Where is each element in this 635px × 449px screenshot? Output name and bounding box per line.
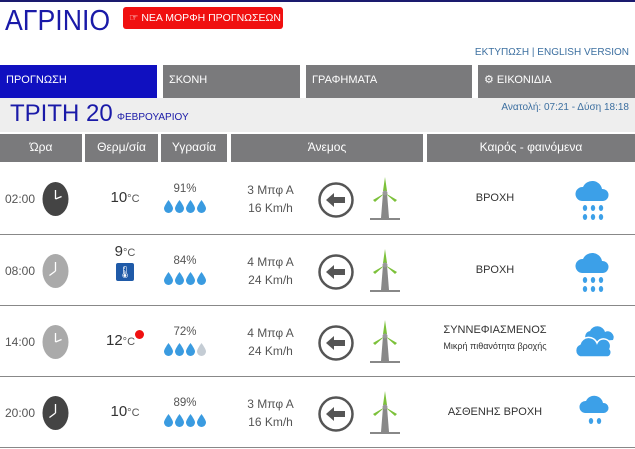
time-label: 02:00	[5, 192, 36, 206]
weather-phenomenon: ΒΡΟΧΗ	[475, 192, 515, 204]
wind-text: 3 Μπφ Α 16 Km/h	[233, 181, 308, 217]
col-header-wind: Άνεμος	[231, 134, 423, 162]
weather-description: ΒΡΟΧΗ	[425, 264, 565, 276]
humidity-value: 72%	[173, 325, 197, 338]
sunrise-sunset: Ανατολή: 07:21 - Δύση 18:18	[501, 102, 629, 113]
new-forecast-button[interactable]: ☞ ΝΕΑ ΜΟΡΦΗ ΠΡΟΓΝΩΣΕΩΝ	[123, 7, 283, 29]
top-links: ΕΚΤΥΠΩΣΗ | ENGLISH VERSION	[475, 47, 629, 58]
time-label: 14:00	[5, 334, 36, 349]
wind-turbine-icon	[370, 390, 400, 434]
weather-subtext: Μικρή πιθανότητα βροχής	[443, 340, 547, 351]
temperature-value: 9	[114, 243, 123, 260]
wind-direction-arrow-icon	[318, 324, 354, 361]
forecast-row: 08:00 9°C 🌡 84% 4 Μπφ Α 24 Km/h ΒΡΟΧΗ	[0, 235, 635, 306]
tab-forecast[interactable]: ΠΡΟΓΝΩΣΗ	[0, 65, 157, 98]
top-border	[0, 0, 635, 2]
humidity-drops-icon	[164, 413, 206, 427]
tab-label: ΠΡΟΓΝΩΣΗ	[6, 74, 67, 86]
clock-icon	[42, 182, 69, 216]
tab-dust[interactable]: ΣΚΟΝΗ	[163, 65, 300, 98]
temperature-value: 12	[105, 331, 123, 349]
weather-description: ΒΡΟΧΗ	[425, 192, 565, 204]
temperature-unit: °C	[123, 247, 136, 259]
page-title: ΑΓΡΙΝΙΟ	[5, 5, 111, 37]
humidity: 72%	[160, 326, 210, 360]
wind-beaufort: 3 Μπφ Α	[247, 183, 294, 197]
max-temp-dot-icon	[135, 329, 145, 339]
day-label: ΤΡΙΤΗ 20	[10, 100, 113, 127]
clock-icon	[42, 395, 69, 430]
col-header-weather: Καιρός - φαινόμενα	[427, 134, 635, 162]
humidity-drops-icon	[164, 200, 206, 213]
temperature-value: 10	[110, 402, 128, 420]
wind-turbine-icon	[370, 248, 400, 292]
humidity-value: 91%	[173, 183, 197, 195]
clock-icon	[42, 324, 69, 359]
tab-label: ΓΡΑΦΗΜΑΤΑ	[312, 74, 378, 86]
gear-icon: ⚙	[484, 74, 497, 86]
month-label: ΦΕΒΡΟΥΑΡΙΟΥ	[117, 112, 189, 123]
humidity: 91%	[160, 183, 210, 217]
rain-icon	[574, 177, 612, 228]
humidity-value: 89%	[173, 396, 197, 409]
english-version-link[interactable]: ENGLISH VERSION	[537, 47, 629, 58]
wind-text: 4 Μπφ Α 24 Km/h	[233, 324, 308, 360]
wind-turbine-icon	[370, 319, 400, 363]
wind-speed: 16 Km/h	[248, 201, 293, 215]
tab-icons[interactable]: ⚙ ΕΙΚΟΝΙΔΙΑ	[478, 65, 635, 98]
forecast-row: 02:00 10°C 91% 3 Μπφ Α 16 Km/h ΒΡΟΧΗ	[0, 163, 635, 235]
wind-beaufort: 3 Μπφ Α	[247, 396, 294, 411]
temperature: 10°C	[95, 403, 155, 420]
wind-direction-arrow-icon	[318, 182, 354, 218]
temperature-unit: °C	[122, 335, 136, 348]
tab-label: ΕΙΚΟΝΙΔΙΑ	[496, 74, 552, 86]
weather-description: ΑΣΘΕΝΗΣ ΒΡΟΧΗ	[425, 406, 565, 418]
tab-label: ΣΚΟΝΗ	[169, 74, 208, 86]
forecast-row: 14:00 12°C 72% 4 Μπφ Α 24 Km/h ΣΥΝΝΕΦΙΑΣΜ…	[0, 306, 635, 377]
weather-description: ΣΥΝΝΕΦΙΑΣΜΕΝΟΣ Μικρή πιθανότητα βροχής	[425, 324, 565, 351]
humidity: 84%	[160, 255, 210, 289]
time-label: 20:00	[5, 405, 36, 420]
temperature-unit: °C	[127, 193, 140, 205]
wind-turbine-icon	[370, 177, 400, 220]
temperature-value: 10	[110, 189, 128, 206]
wind-beaufort: 4 Μπφ Α	[247, 254, 294, 269]
wind-text: 3 Μπφ Α 16 Km/h	[233, 395, 308, 431]
temperature: 10°C	[95, 189, 155, 206]
col-header-humidity: Υγρασία	[161, 134, 227, 162]
link-separator: |	[529, 47, 538, 58]
weather-phenomenon: ΣΥΝΝΕΦΙΑΣΜΕΝΟΣ	[443, 323, 547, 336]
weather-phenomenon: ΒΡΟΧΗ	[475, 263, 515, 276]
weather-phenomenon: ΑΣΘΕΝΗΣ ΒΡΟΧΗ	[447, 405, 543, 418]
humidity: 89%	[160, 397, 210, 431]
print-link[interactable]: ΕΚΤΥΠΩΣΗ	[474, 47, 530, 58]
rain-icon	[574, 249, 612, 300]
tab-charts[interactable]: ΓΡΑΦΗΜΑΤΑ	[306, 65, 472, 98]
temperature: 9°C 🌡	[95, 243, 155, 281]
wind-direction-arrow-icon	[318, 253, 354, 290]
new-forecast-label: ΝΕΑ ΜΟΡΦΗ ΠΡΟΓΝΩΣΕΩΝ	[141, 12, 281, 24]
wind-speed: 24 Km/h	[248, 272, 293, 287]
wind-speed: 16 Km/h	[248, 414, 293, 429]
feels-like-icon[interactable]: 🌡	[116, 263, 134, 281]
clock-icon	[42, 253, 69, 288]
temperature-unit: °C	[127, 406, 140, 419]
wind-text: 4 Μπφ Α 24 Km/h	[233, 253, 308, 289]
wind-direction-arrow-icon	[318, 395, 354, 432]
cloudy-icon	[574, 324, 616, 365]
light-rain-icon	[578, 391, 612, 436]
humidity-drops-icon	[164, 271, 206, 285]
humidity-value: 84%	[173, 254, 197, 267]
forecast-row: 20:00 10°C 89% 3 Μπφ Α 16 Km/h ΑΣΘΕΝΗΣ ΒΡ…	[0, 377, 635, 448]
hand-pointer-icon: ☞	[129, 12, 142, 24]
time-label: 08:00	[5, 263, 36, 278]
date-bar: ΤΡΙΤΗ 20 ΦΕΒΡΟΥΑΡΙΟΥ Ανατολή: 07:21 - Δύ…	[0, 98, 635, 132]
wind-speed: 24 Km/h	[248, 343, 293, 358]
col-header-time: Ώρα	[0, 134, 82, 162]
temperature: 12°C	[95, 329, 155, 349]
humidity-drops-icon	[164, 342, 206, 356]
wind-beaufort: 4 Μπφ Α	[247, 325, 294, 340]
col-header-temp: Θερμ/σία	[85, 134, 158, 162]
